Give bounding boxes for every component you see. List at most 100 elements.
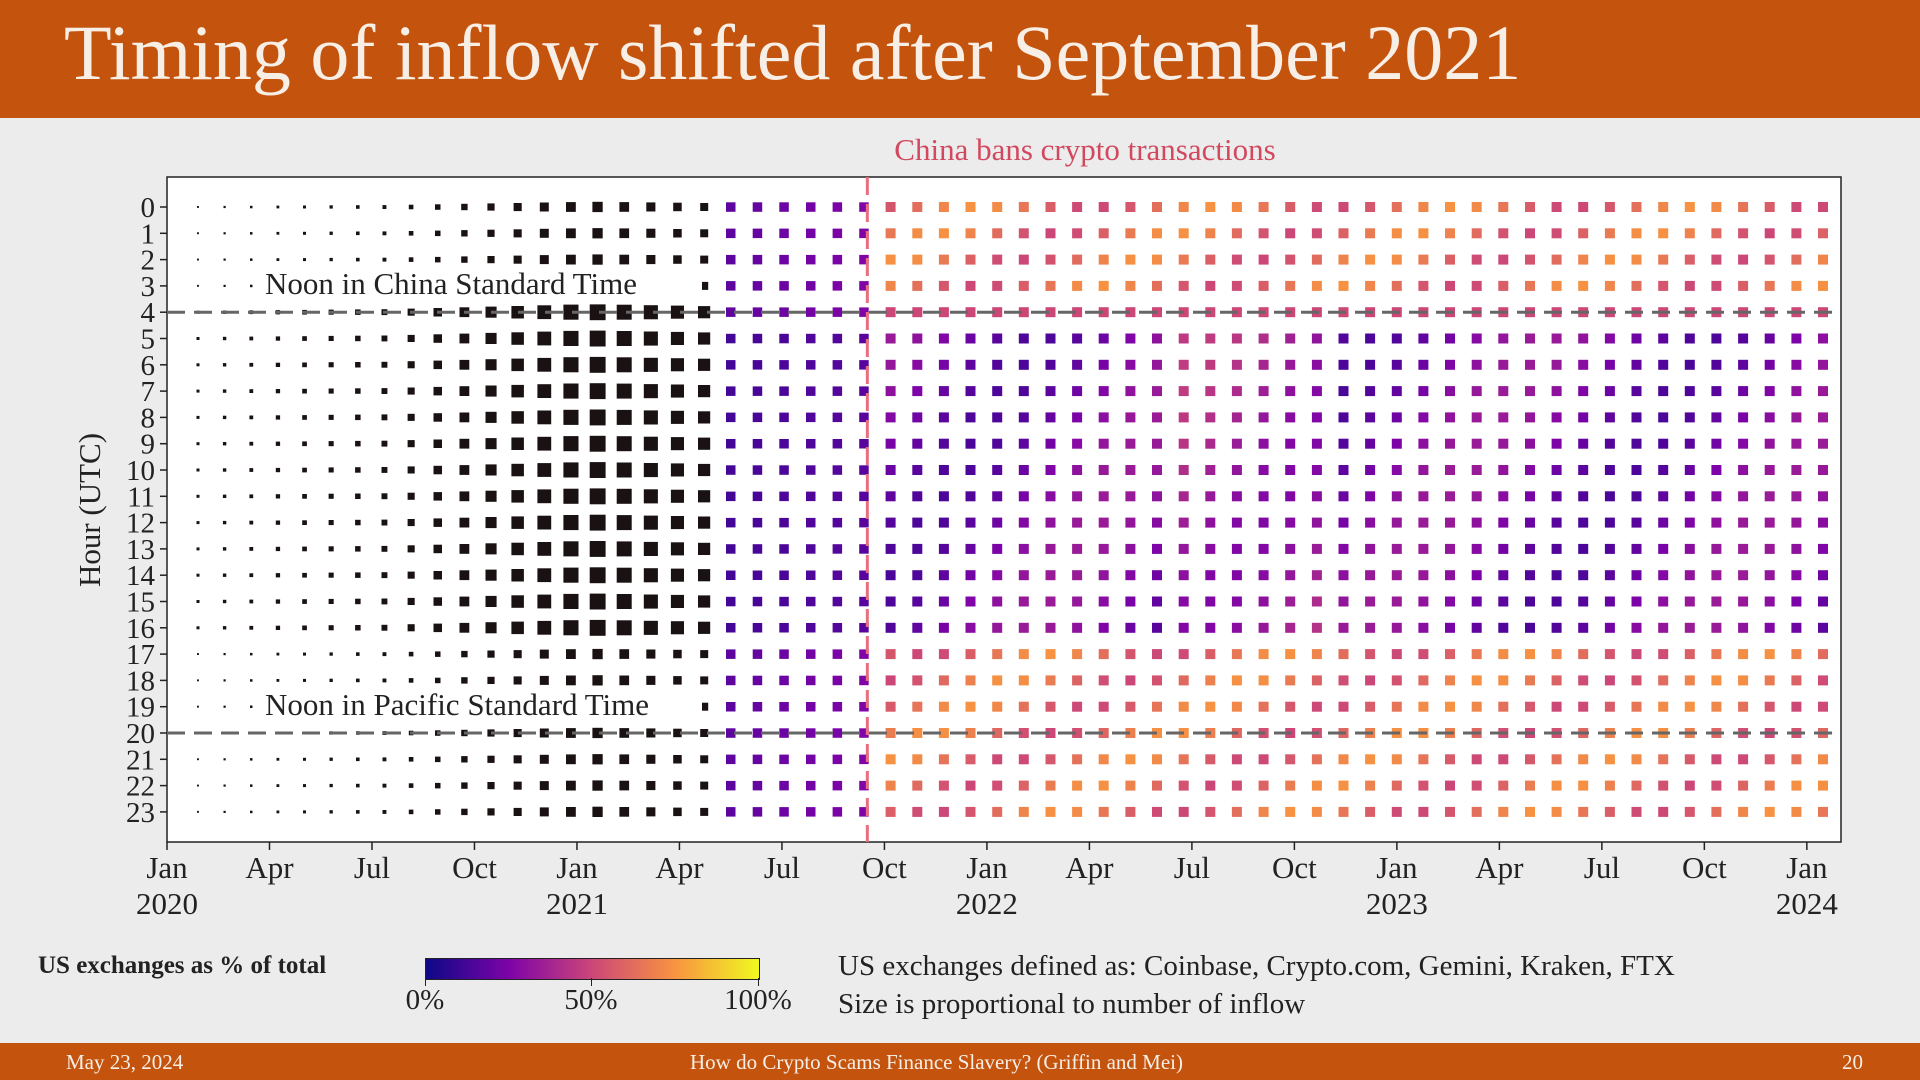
x-tick-label: Apr xyxy=(655,850,704,885)
heat-cell xyxy=(1365,754,1376,765)
heat-cell xyxy=(381,440,388,447)
heat-cell xyxy=(1471,675,1482,686)
heat-cell xyxy=(806,333,816,344)
heat-cell xyxy=(1311,649,1322,660)
heat-cell xyxy=(938,254,949,265)
heat-cell xyxy=(726,544,736,554)
heat-cell xyxy=(592,806,603,817)
heat-cell xyxy=(1498,596,1509,607)
heat-cell xyxy=(1738,465,1749,475)
heat-cell xyxy=(1818,333,1828,344)
heat-cell xyxy=(250,652,253,656)
heat-cell xyxy=(779,702,789,712)
heat-cell xyxy=(1258,622,1269,633)
heat-cell xyxy=(407,492,415,500)
heat-cell xyxy=(1018,491,1029,502)
heat-cell xyxy=(381,493,388,500)
heat-cell xyxy=(1525,438,1535,449)
heat-cell xyxy=(355,335,361,342)
heat-cell xyxy=(356,652,360,656)
colorbar-tick-label-0: 0% xyxy=(405,984,445,1016)
heat-cell xyxy=(1231,754,1242,765)
heat-cell xyxy=(302,520,307,525)
heat-cell xyxy=(223,705,226,708)
heat-cell xyxy=(1631,649,1642,660)
heat-cell xyxy=(1498,754,1509,765)
heat-cell xyxy=(806,386,816,396)
heat-cell xyxy=(992,780,1003,791)
heat-cell xyxy=(1205,228,1216,239)
heat-cell xyxy=(1152,543,1162,554)
heat-cell xyxy=(1711,701,1722,712)
heat-cell xyxy=(1418,359,1429,370)
heat-cell xyxy=(381,414,388,421)
heat-cell xyxy=(1445,491,1455,502)
heat-cell xyxy=(249,362,254,367)
heat-cell xyxy=(566,649,576,659)
heat-cell xyxy=(832,780,843,791)
heat-cell xyxy=(1311,806,1322,817)
heat-cell xyxy=(965,386,976,397)
heat-cell xyxy=(1045,596,1056,607)
heat-cell xyxy=(1818,754,1828,765)
heat-cell xyxy=(1285,386,1296,397)
heat-cell xyxy=(1072,596,1083,607)
heat-cell xyxy=(328,441,334,447)
heat-cell xyxy=(670,594,684,608)
heat-cell xyxy=(1231,675,1242,686)
heat-cell xyxy=(1471,517,1482,528)
heat-cell xyxy=(1578,438,1589,449)
heat-cell xyxy=(1072,280,1083,291)
heat-cell xyxy=(1258,780,1269,791)
heat-cell xyxy=(646,781,656,791)
heat-cell xyxy=(537,515,552,530)
heat-cell xyxy=(407,334,415,342)
heat-cell xyxy=(1418,675,1429,686)
heat-cell xyxy=(461,650,468,658)
footer-date: May 23, 2024 xyxy=(66,1050,184,1074)
heat-cell xyxy=(1471,543,1482,554)
heat-cell xyxy=(329,257,333,262)
heat-cell xyxy=(1498,359,1509,370)
heat-cell xyxy=(1551,649,1562,660)
heat-cell xyxy=(992,622,1003,633)
heat-cell xyxy=(250,205,253,209)
heat-cell xyxy=(1178,280,1189,291)
heat-cell xyxy=(700,702,709,711)
heat-cell xyxy=(1551,754,1562,765)
heat-cell xyxy=(859,702,869,712)
heat-cell xyxy=(1045,543,1056,554)
heat-cell xyxy=(726,728,736,738)
heat-cell xyxy=(1791,543,1802,554)
heat-cell xyxy=(1125,386,1136,397)
x-tick-label: Apr xyxy=(245,850,294,885)
heat-cell xyxy=(752,360,763,370)
heat-cell xyxy=(912,701,923,712)
heat-cell xyxy=(616,357,632,373)
heat-cell xyxy=(302,362,307,368)
heat-cell xyxy=(992,543,1003,554)
heat-cell xyxy=(537,568,552,583)
heat-cell xyxy=(1418,701,1429,712)
heat-cell xyxy=(276,784,280,787)
heat-cell xyxy=(459,359,470,370)
heat-cell xyxy=(670,542,684,556)
x-tick-label: Oct xyxy=(452,850,497,885)
heat-cell xyxy=(1178,517,1189,528)
heat-cell xyxy=(1711,754,1722,765)
heat-cell xyxy=(1818,491,1828,502)
heat-cell xyxy=(1578,806,1589,817)
heat-cell xyxy=(1338,228,1349,239)
heat-cell xyxy=(859,465,869,475)
heat-cell xyxy=(1604,570,1615,581)
heat-cell xyxy=(407,571,415,579)
heat-cell xyxy=(275,441,281,446)
heat-cell xyxy=(1125,333,1136,344)
heat-cell xyxy=(806,360,816,370)
heat-cell xyxy=(1018,359,1029,370)
heat-cell xyxy=(589,330,606,347)
colorbar-tick xyxy=(425,978,426,986)
heat-cell xyxy=(1205,438,1216,449)
heat-cell xyxy=(1738,517,1749,528)
heat-cell xyxy=(1231,228,1242,239)
